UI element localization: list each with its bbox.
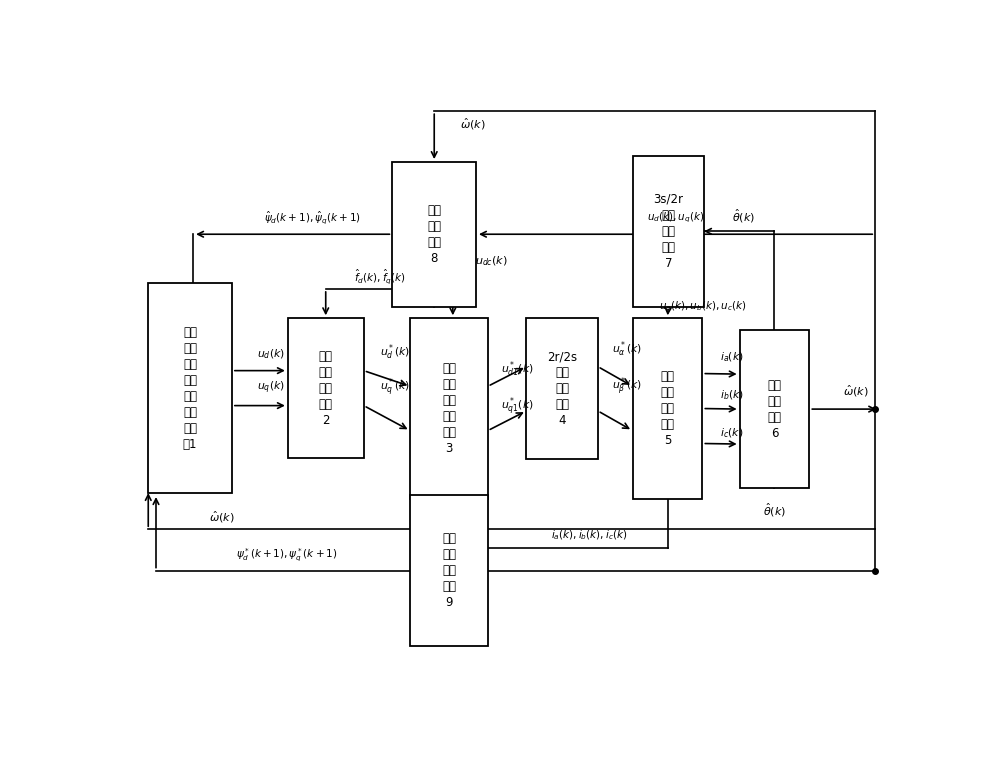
Text: 轮毂
电机
无差
拍模
型预
测控
制模
块1: 轮毂 电机 无差 拍模 型预 测控 制模 块1	[183, 326, 197, 450]
Text: $u_q(k)$: $u_q(k)$	[257, 380, 285, 397]
FancyBboxPatch shape	[526, 318, 598, 459]
Text: $\hat{\omega}(k)$: $\hat{\omega}(k)$	[209, 509, 235, 525]
Text: $u_d(k)$: $u_d(k)$	[257, 347, 285, 361]
Text: $\hat{f}_d(k),\hat{f}_q(k)$: $\hat{f}_d(k),\hat{f}_q(k)$	[354, 267, 406, 285]
Text: $i_b(k)$: $i_b(k)$	[720, 389, 744, 403]
FancyBboxPatch shape	[633, 318, 702, 499]
Text: 2r/2s
坐标
变换
模块
4: 2r/2s 坐标 变换 模块 4	[547, 350, 577, 427]
Text: 扰动
观测
模块
8: 扰动 观测 模块 8	[427, 204, 441, 265]
Text: $\hat{\theta}(k)$: $\hat{\theta}(k)$	[763, 502, 786, 519]
Text: 滑模
观测
模块
6: 滑模 观测 模块 6	[767, 378, 781, 440]
Text: $i_a(k),i_b(k),i_c(k)$: $i_a(k),i_b(k),i_c(k)$	[551, 529, 628, 542]
Text: 3s/2r
坐标
变换
模块
7: 3s/2r 坐标 变换 模块 7	[653, 193, 683, 269]
Text: $u_{dc}(k)$: $u_{dc}(k)$	[475, 255, 508, 269]
Text: $\psi_d^*(k+1),\psi_q^*(k+1)$: $\psi_d^*(k+1),\psi_q^*(k+1)$	[236, 547, 338, 564]
Text: 逆变
器非
线性
补偿
模块
3: 逆变 器非 线性 补偿 模块 3	[442, 362, 456, 455]
Text: $u_d^*(k)$: $u_d^*(k)$	[380, 342, 410, 362]
Text: $\hat{\psi}_d(k+1),\hat{\psi}_q(k+1)$: $\hat{\psi}_d(k+1),\hat{\psi}_q(k+1)$	[264, 210, 361, 226]
Text: $i_c(k)$: $i_c(k)$	[720, 426, 743, 440]
Text: $u_\beta^*(k)$: $u_\beta^*(k)$	[612, 375, 642, 398]
Text: 参考
电压
补偿
模块
2: 参考 电压 补偿 模块 2	[319, 350, 333, 427]
FancyBboxPatch shape	[148, 283, 232, 493]
Text: $u_q^*(k)$: $u_q^*(k)$	[380, 376, 410, 399]
FancyBboxPatch shape	[740, 330, 809, 488]
Text: $\hat{\omega}(k)$: $\hat{\omega}(k)$	[460, 117, 486, 132]
Text: $\hat{\omega}(k)$: $\hat{\omega}(k)$	[843, 384, 869, 399]
FancyBboxPatch shape	[392, 162, 476, 307]
Text: $u_{d1}^*(k)$: $u_{d1}^*(k)$	[501, 359, 533, 378]
Text: $\hat{\theta}(k)$: $\hat{\theta}(k)$	[732, 208, 755, 226]
Text: $u_{q1}^*(k)$: $u_{q1}^*(k)$	[501, 396, 533, 418]
FancyBboxPatch shape	[633, 156, 704, 307]
Text: $i_a(k)$: $i_a(k)$	[720, 350, 744, 364]
FancyBboxPatch shape	[410, 495, 488, 646]
Text: $u_a(k),u_b(k),u_c(k)$: $u_a(k),u_b(k),u_c(k)$	[659, 300, 747, 313]
Text: 轮毂
电机
控制
系统
5: 轮毂 电机 控制 系统 5	[660, 370, 674, 447]
Text: $u_\alpha^*(k)$: $u_\alpha^*(k)$	[612, 339, 642, 359]
FancyBboxPatch shape	[288, 318, 364, 458]
Text: $u_d(k),u_q(k)$: $u_d(k),u_q(k)$	[647, 210, 704, 225]
Text: 参考
磁链
计算
模块
9: 参考 磁链 计算 模块 9	[442, 532, 456, 609]
FancyBboxPatch shape	[410, 318, 488, 499]
